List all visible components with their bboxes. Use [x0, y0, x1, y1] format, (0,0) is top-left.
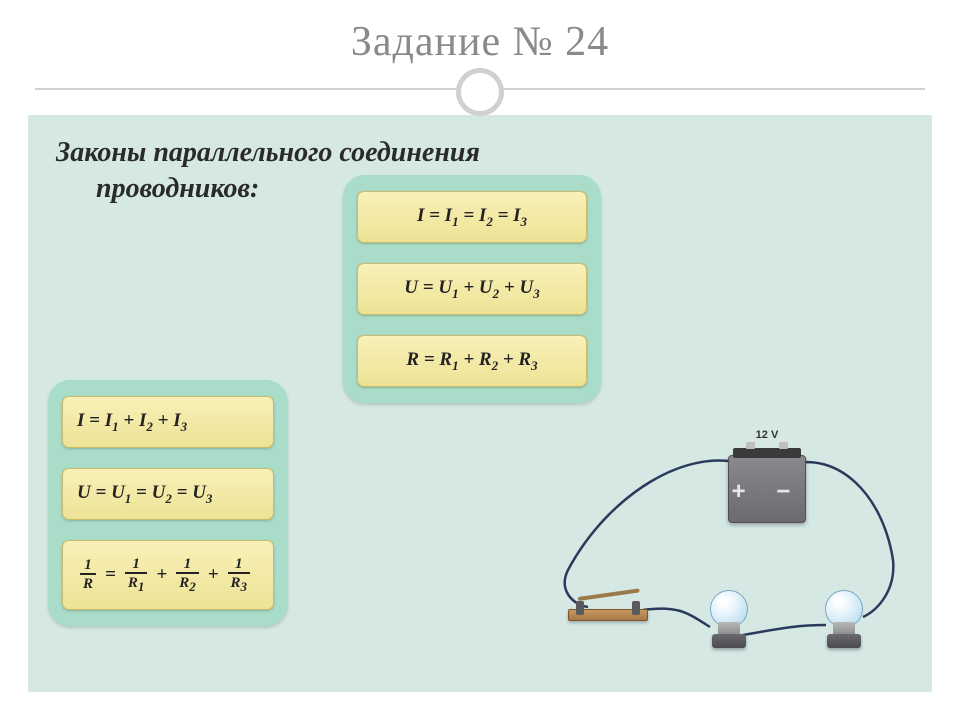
formula-text: U = U1 + U2 + U3 — [404, 277, 539, 302]
heading-line-1: Законы параллельного соединения — [56, 137, 480, 168]
formula-text: 1R = 1R1 + 1R2 + 1R3 — [77, 557, 253, 593]
battery-icon: 12 V + − — [728, 455, 806, 533]
title-area: Задание № 24 — [0, 0, 960, 115]
switch-icon — [568, 593, 648, 623]
series-formula-resistance: R = R1 + R2 + R3 — [357, 335, 587, 387]
bulb-icon — [706, 590, 752, 650]
parallel-formula-current: I = I1 + I2 + I3 — [62, 396, 274, 448]
circuit-illustration: 12 V + − — [528, 395, 928, 675]
ring-ornament-icon — [456, 68, 504, 116]
content-area: Законы параллельного соединения проводни… — [28, 115, 932, 692]
battery-voltage-label: 12 V — [728, 429, 806, 441]
series-formula-current: I = I1 = I2 = I3 — [357, 191, 587, 243]
formula-text: U = U1 = U2 = U3 — [77, 482, 212, 507]
formula-text: R = R1 + R2 + R3 — [406, 349, 537, 374]
formula-text: I = I1 = I2 = I3 — [417, 205, 527, 230]
bulb-icon — [821, 590, 867, 650]
slide: Задание № 24 Законы параллельного соедин… — [0, 0, 960, 720]
series-panel: I = I1 = I2 = I3 U = U1 + U2 + U3 R = R1… — [343, 175, 601, 403]
parallel-formula-resistance: 1R = 1R1 + 1R2 + 1R3 — [62, 540, 274, 610]
slide-title: Задание № 24 — [0, 0, 960, 66]
parallel-formula-voltage: U = U1 = U2 = U3 — [62, 468, 274, 520]
parallel-panel: I = I1 + I2 + I3 U = U1 = U2 = U3 1R = 1… — [48, 380, 288, 626]
battery-polarity: + − — [729, 478, 805, 506]
formula-text: I = I1 + I2 + I3 — [77, 410, 187, 435]
series-formula-voltage: U = U1 + U2 + U3 — [357, 263, 587, 315]
